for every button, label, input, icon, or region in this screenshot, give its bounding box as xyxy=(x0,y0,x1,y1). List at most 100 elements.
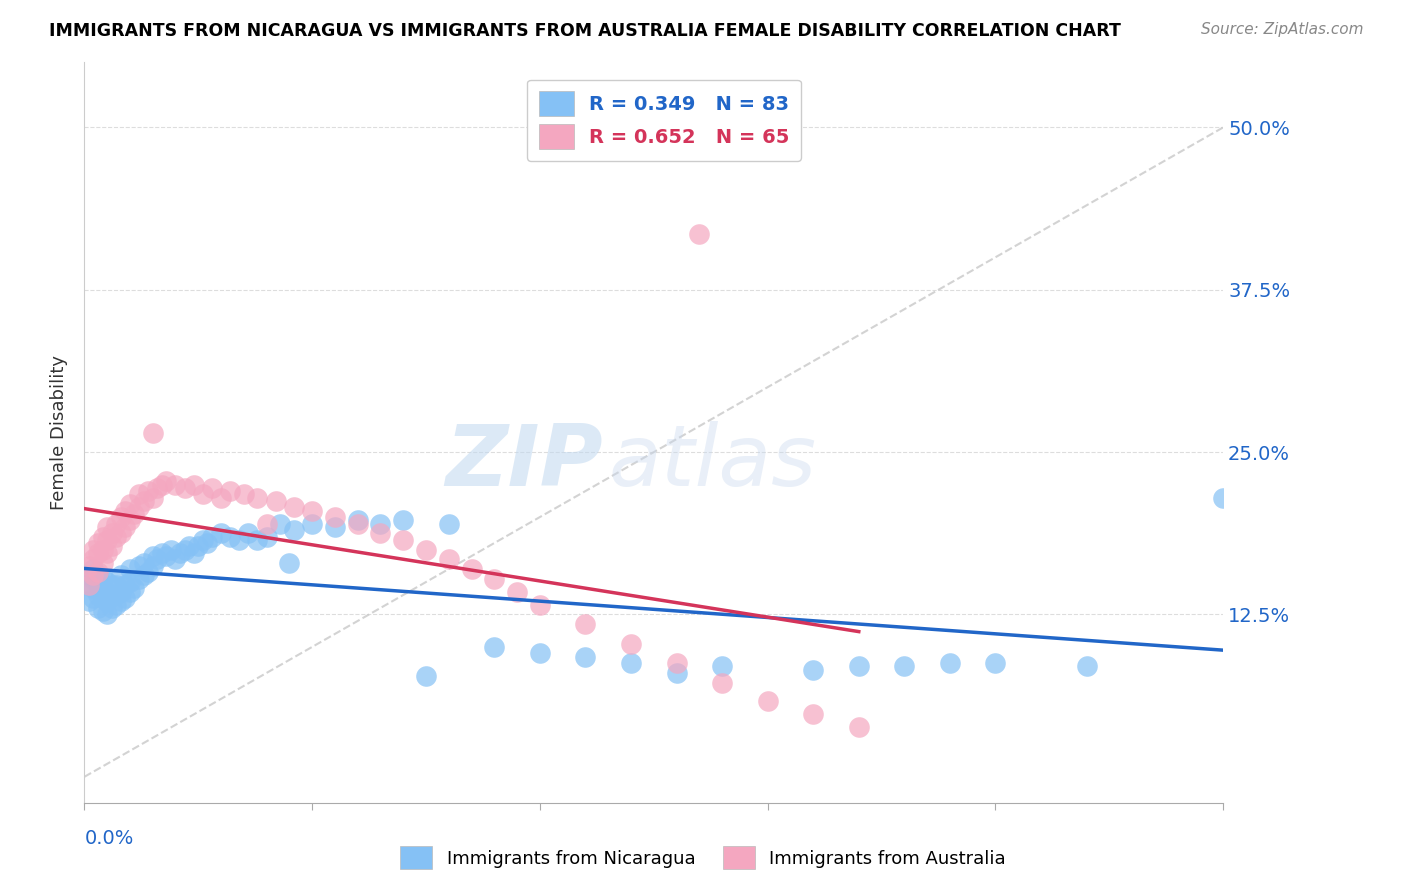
Point xyxy=(100,525,122,540)
Point xyxy=(132,568,155,582)
Point xyxy=(118,562,141,576)
Point xyxy=(96,533,118,548)
Point xyxy=(105,588,128,602)
Point xyxy=(169,546,191,560)
Point xyxy=(238,525,260,540)
Point xyxy=(110,510,132,524)
Point xyxy=(87,546,110,560)
Point xyxy=(91,542,114,557)
Point xyxy=(118,497,141,511)
Point xyxy=(87,588,110,602)
Point xyxy=(96,574,118,589)
Point xyxy=(264,494,287,508)
Point xyxy=(136,565,159,579)
Point xyxy=(110,594,132,608)
Point xyxy=(283,523,305,537)
Point xyxy=(110,568,132,582)
Point xyxy=(437,516,460,531)
Point xyxy=(370,516,392,531)
Point xyxy=(110,525,132,540)
Point xyxy=(124,508,146,522)
Point xyxy=(228,533,250,548)
Point xyxy=(939,656,962,670)
Point xyxy=(96,594,118,608)
Point xyxy=(195,536,218,550)
Point xyxy=(87,601,110,615)
Point xyxy=(114,520,136,534)
Point xyxy=(91,529,114,543)
Point xyxy=(415,542,437,557)
Point xyxy=(82,562,104,576)
Point xyxy=(1212,491,1234,505)
Point xyxy=(142,559,165,574)
Point xyxy=(191,486,214,500)
Point xyxy=(219,484,242,499)
Point xyxy=(82,591,104,605)
Point xyxy=(77,568,100,582)
Point xyxy=(323,520,346,534)
Point xyxy=(100,577,122,591)
Point xyxy=(91,603,114,617)
Point xyxy=(77,577,100,591)
Point xyxy=(77,577,100,591)
Point xyxy=(1076,659,1098,673)
Point xyxy=(150,477,173,491)
Point xyxy=(100,601,122,615)
Point xyxy=(506,585,529,599)
Point xyxy=(219,529,242,543)
Point xyxy=(201,482,224,496)
Point xyxy=(132,494,155,508)
Point xyxy=(142,425,165,440)
Point xyxy=(155,474,177,488)
Point xyxy=(82,542,104,557)
Point xyxy=(346,516,368,531)
Point xyxy=(124,582,146,596)
Point xyxy=(269,516,291,531)
Point xyxy=(100,539,122,553)
Point xyxy=(201,529,224,543)
Point xyxy=(301,503,323,517)
Point xyxy=(665,656,688,670)
Point xyxy=(105,577,128,591)
Point xyxy=(984,656,1007,670)
Point xyxy=(620,656,643,670)
Point xyxy=(160,542,183,557)
Point xyxy=(87,565,110,579)
Point xyxy=(105,529,128,543)
Point xyxy=(484,573,506,587)
Point xyxy=(100,588,122,602)
Point xyxy=(114,577,136,591)
Point xyxy=(801,707,824,722)
Point xyxy=(118,574,141,589)
Point xyxy=(893,659,915,673)
Point xyxy=(620,637,643,651)
Point xyxy=(179,539,201,553)
Point xyxy=(105,599,128,613)
Point xyxy=(574,650,596,665)
Point xyxy=(82,568,104,582)
Point xyxy=(711,676,734,690)
Point xyxy=(155,549,177,563)
Point xyxy=(128,486,150,500)
Point xyxy=(801,663,824,677)
Point xyxy=(105,516,128,531)
Point xyxy=(82,551,104,566)
Point xyxy=(96,546,118,560)
Point xyxy=(165,477,187,491)
Point xyxy=(82,573,104,587)
Point xyxy=(688,227,710,241)
Point xyxy=(283,500,305,514)
Point xyxy=(392,513,415,527)
Point xyxy=(665,665,688,680)
Point xyxy=(91,571,114,585)
Point xyxy=(246,491,269,505)
Legend: R = 0.349   N = 83, R = 0.652   N = 65: R = 0.349 N = 83, R = 0.652 N = 65 xyxy=(527,79,801,161)
Text: Source: ZipAtlas.com: Source: ZipAtlas.com xyxy=(1201,22,1364,37)
Point xyxy=(91,591,114,605)
Point xyxy=(91,582,114,596)
Point xyxy=(96,585,118,599)
Point xyxy=(173,482,195,496)
Point xyxy=(484,640,506,654)
Point xyxy=(110,585,132,599)
Point xyxy=(82,582,104,596)
